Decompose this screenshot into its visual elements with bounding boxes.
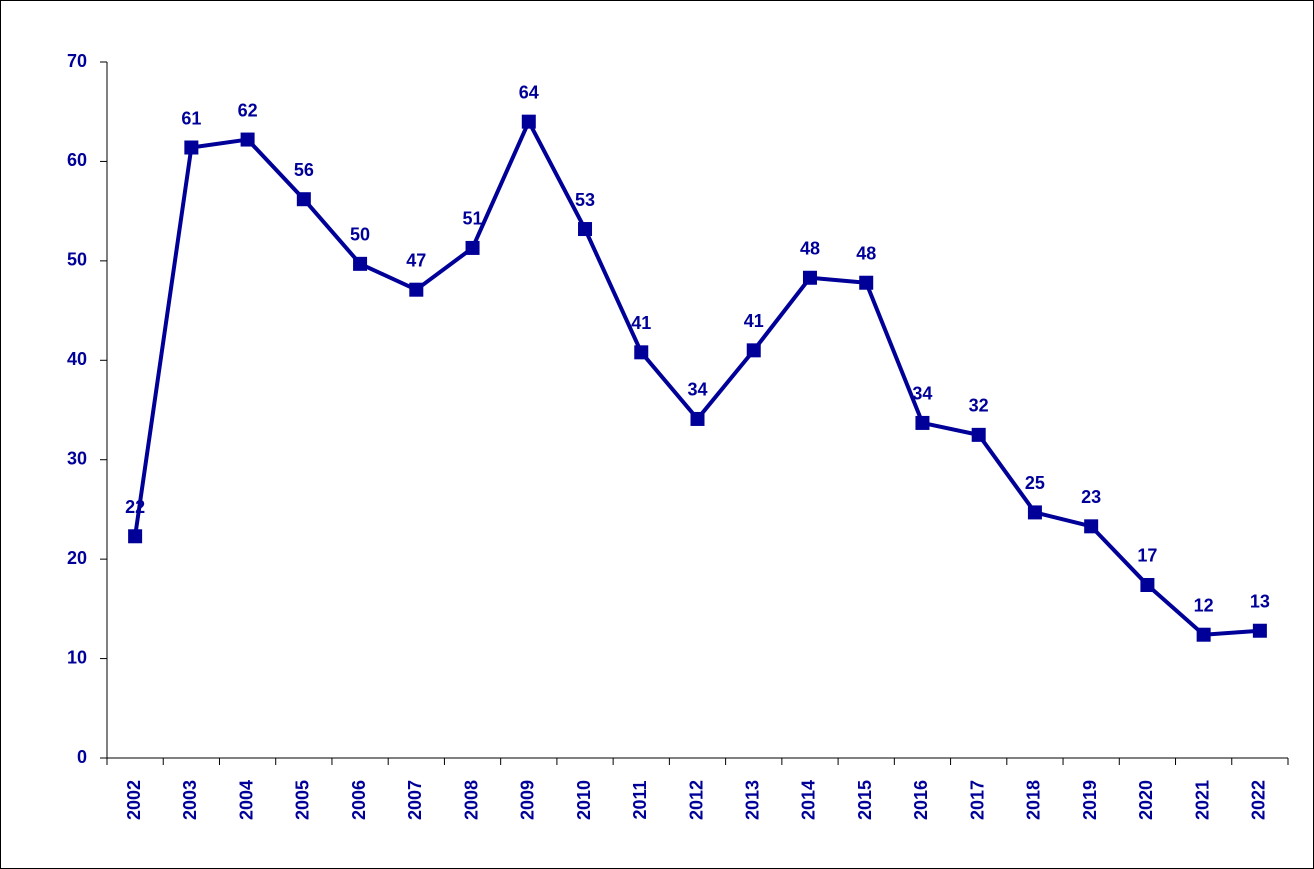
point xyxy=(634,345,649,360)
data-label: 34 xyxy=(912,384,932,404)
x-tick-label: 2014 xyxy=(799,780,819,820)
data-label: 61 xyxy=(181,108,201,128)
data-label: 12 xyxy=(1194,595,1214,615)
data-label: 47 xyxy=(406,250,426,270)
point xyxy=(746,343,761,358)
x-tick-label: 2019 xyxy=(1080,780,1100,820)
point xyxy=(240,132,255,147)
y-tick-label: 30 xyxy=(67,448,87,468)
x-tick-label: 2002 xyxy=(124,780,144,820)
data-label: 32 xyxy=(969,396,989,416)
x-tick-label: 2013 xyxy=(742,780,762,820)
data-label: 50 xyxy=(350,225,370,245)
data-label: 25 xyxy=(1025,473,1045,493)
point xyxy=(1252,623,1267,638)
x-tick-label: 2018 xyxy=(1024,780,1044,820)
y-tick-label: 50 xyxy=(67,250,87,270)
x-tick-label: 2003 xyxy=(180,780,200,820)
point xyxy=(971,427,986,442)
point xyxy=(1140,577,1155,592)
y-tick-label: 10 xyxy=(67,647,87,667)
point xyxy=(353,256,368,271)
point xyxy=(184,140,199,155)
point xyxy=(802,270,817,285)
data-label: 62 xyxy=(238,100,258,120)
x-tick-label: 2016 xyxy=(911,780,931,820)
y-tick-label: 60 xyxy=(67,150,87,170)
x-tick-label: 2015 xyxy=(855,780,875,820)
data-label: 17 xyxy=(1137,546,1157,566)
data-label: 13 xyxy=(1250,591,1270,611)
x-tick-label: 2009 xyxy=(518,780,538,820)
x-tick-label: 2022 xyxy=(1249,780,1269,820)
data-label: 53 xyxy=(575,190,595,210)
point xyxy=(521,114,536,129)
point xyxy=(1027,505,1042,520)
point xyxy=(1084,519,1099,534)
point xyxy=(409,282,424,297)
data-label: 64 xyxy=(519,82,539,102)
point xyxy=(465,240,480,255)
point xyxy=(915,415,930,430)
x-tick-label: 2005 xyxy=(293,780,313,820)
data-label: 48 xyxy=(856,243,876,263)
y-tick-label: 20 xyxy=(67,548,87,568)
data-label: 41 xyxy=(631,313,651,333)
data-label: 22 xyxy=(125,497,145,517)
point xyxy=(1196,627,1211,642)
point xyxy=(578,222,593,237)
x-tick-label: 2004 xyxy=(236,780,256,820)
point xyxy=(859,275,874,290)
data-label: 51 xyxy=(463,209,483,229)
x-tick-label: 2011 xyxy=(630,780,650,819)
point xyxy=(296,192,311,207)
data-label: 23 xyxy=(1081,487,1101,507)
x-tick-label: 2020 xyxy=(1136,780,1156,820)
point xyxy=(128,529,143,544)
x-tick-label: 2021 xyxy=(1192,780,1212,820)
y-tick-label: 0 xyxy=(77,747,87,767)
x-tick-label: 2017 xyxy=(967,780,987,820)
data-label: 34 xyxy=(687,380,707,400)
y-tick-label: 40 xyxy=(67,349,87,369)
x-tick-label: 2010 xyxy=(574,780,594,820)
data-label: 41 xyxy=(744,311,764,331)
y-tick-label: 70 xyxy=(67,51,87,71)
data-label: 56 xyxy=(294,160,314,180)
x-tick-label: 2012 xyxy=(686,780,706,820)
x-tick-label: 2007 xyxy=(405,780,425,820)
point xyxy=(690,411,705,426)
x-tick-label: 2006 xyxy=(349,780,369,820)
x-tick-label: 2008 xyxy=(461,780,481,820)
data-label: 48 xyxy=(800,239,820,259)
